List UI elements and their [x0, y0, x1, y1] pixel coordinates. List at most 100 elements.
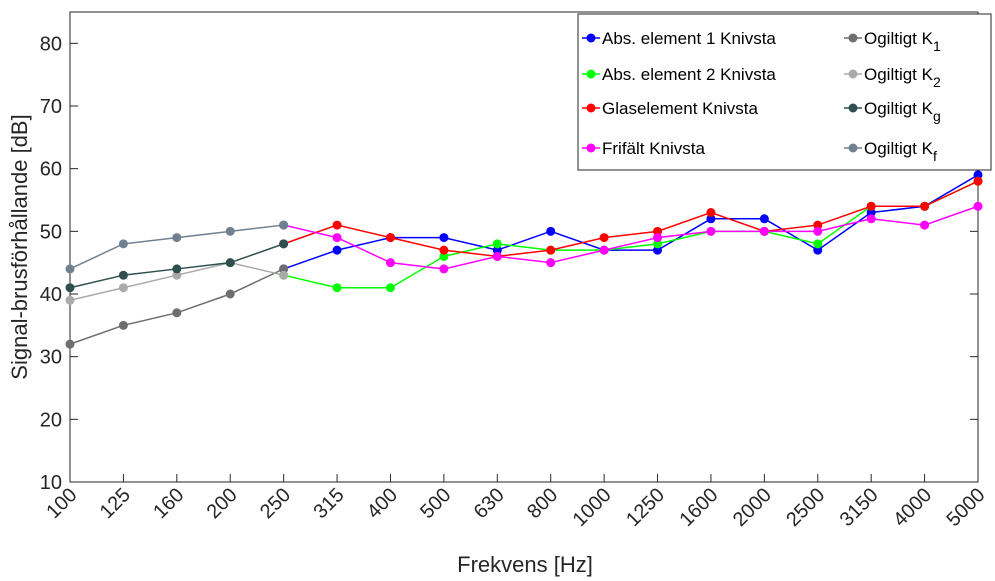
series-marker [546, 245, 556, 255]
legend-subscript: 2 [933, 74, 941, 90]
y-tick-label: 80 [40, 33, 62, 55]
series-marker [172, 308, 182, 318]
x-tick-label: 630 [470, 484, 509, 523]
y-tick-label: 10 [40, 472, 62, 494]
series-marker [65, 264, 75, 274]
series-marker [225, 258, 235, 268]
series-marker [172, 264, 182, 274]
x-tick-label: 250 [256, 484, 295, 523]
series-marker [546, 226, 556, 236]
x-tick-label: 1250 [622, 484, 669, 531]
series-marker [973, 176, 983, 186]
y-axis-label: Signal-brusförhållande [dB] [7, 114, 32, 379]
series-marker [279, 264, 289, 274]
series-marker [653, 245, 663, 255]
series-marker [653, 233, 663, 243]
series-marker [706, 214, 716, 224]
series-marker [973, 170, 983, 180]
series-line [283, 174, 979, 270]
series-marker [385, 258, 395, 268]
legend-label: Ogiltigt K1 [864, 29, 941, 54]
series-line [283, 180, 979, 258]
legend-name: Frifält Knivsta [602, 139, 706, 158]
x-tick-label: 160 [149, 484, 188, 523]
series-marker [546, 258, 556, 268]
series-marker [866, 214, 876, 224]
series-marker [439, 251, 449, 261]
series-marker [279, 270, 289, 280]
series-marker [813, 239, 823, 249]
legend-name: Glaselement Knivsta [602, 99, 758, 118]
x-axis-label: Frekvens [Hz] [457, 552, 593, 577]
legend-box [577, 13, 992, 171]
series-marker [759, 226, 769, 236]
series-marker [225, 289, 235, 299]
legend-label: Glaselement Knivsta [602, 99, 758, 118]
x-tick-label: 3150 [836, 484, 883, 531]
legend-marker [586, 69, 596, 79]
legend-subscript: 1 [933, 38, 941, 54]
series-line [283, 205, 979, 270]
series-marker [332, 233, 342, 243]
legend-name: Ogiltigt K [864, 65, 934, 84]
series-marker [492, 239, 502, 249]
legend-subscript: g [933, 108, 941, 124]
series-marker [332, 283, 342, 293]
series-marker [920, 201, 930, 211]
x-tick-label: 4000 [889, 484, 936, 531]
series-marker [65, 283, 75, 293]
series-marker [599, 233, 609, 243]
series-marker [706, 208, 716, 218]
series-marker [65, 339, 75, 349]
series-marker [599, 245, 609, 255]
series-marker [279, 220, 289, 230]
series-marker [118, 283, 128, 293]
series-line [69, 224, 284, 270]
legend-name: Ogiltigt K [864, 29, 934, 48]
series-line [283, 180, 979, 289]
legend-name: Ogiltigt K [864, 139, 934, 158]
y-tick-label: 60 [40, 159, 62, 181]
series-marker [439, 245, 449, 255]
y-tick-label: 40 [40, 284, 62, 306]
series-marker [279, 239, 289, 249]
series-marker [653, 226, 663, 236]
legend-subscript: f [933, 148, 937, 164]
plot-frame [69, 11, 979, 483]
series-marker [706, 226, 716, 236]
legend-label: Ogiltigt Kg [864, 99, 941, 124]
series-marker [225, 226, 235, 236]
x-tick-label: 400 [363, 484, 402, 523]
x-tick-label: 2000 [729, 484, 776, 531]
legend-label: Frifält Knivsta [602, 139, 706, 158]
series-marker [492, 245, 502, 255]
series-marker [813, 226, 823, 236]
series-marker [332, 245, 342, 255]
y-tick-label: 30 [40, 347, 62, 369]
x-tick-label: 500 [416, 484, 455, 523]
x-tick-label: 1600 [675, 484, 722, 531]
series-marker [118, 270, 128, 280]
series-marker [332, 220, 342, 230]
series-marker [813, 245, 823, 255]
series-marker [118, 320, 128, 330]
series-marker [866, 201, 876, 211]
x-tick-label: 1000 [569, 484, 616, 531]
series-marker [973, 201, 983, 211]
series-marker [385, 233, 395, 243]
x-tick-label: 2500 [782, 484, 829, 531]
series-marker [439, 233, 449, 243]
series-marker [920, 220, 930, 230]
series-marker [385, 283, 395, 293]
series-marker [439, 264, 449, 274]
y-tick-label: 50 [40, 221, 62, 243]
legend-marker [848, 69, 858, 79]
legend-marker [586, 33, 596, 43]
series-marker [759, 214, 769, 224]
series-marker [492, 251, 502, 261]
legend-marker [586, 103, 596, 113]
legend-label: Abs. element 1 Knivsta [602, 29, 776, 48]
x-tick-label: 200 [203, 484, 242, 523]
x-tick-label: 125 [96, 484, 135, 523]
